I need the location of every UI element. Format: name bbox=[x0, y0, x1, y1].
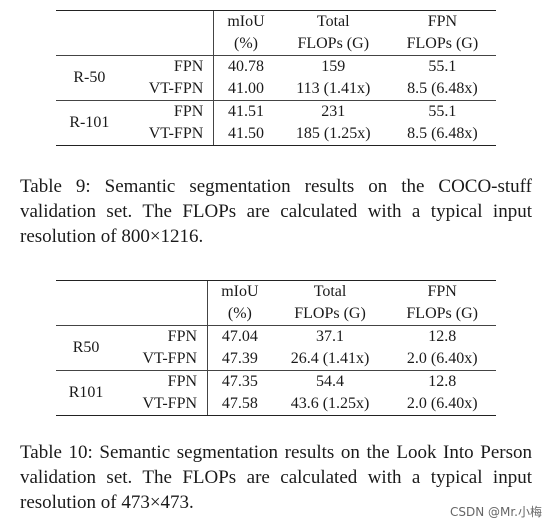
total-cell: 43.6 (1.25x) bbox=[271, 393, 389, 416]
total-cell: 231 bbox=[277, 100, 389, 123]
method-cell: VT-FPN bbox=[142, 350, 198, 367]
table-header-row: mIoU Total FPN bbox=[56, 280, 496, 303]
miou-cell: 47.35 bbox=[207, 370, 272, 393]
table-row: VT-FPN 41.50 185 (1.25x) 8.5 (6.48x) bbox=[56, 123, 496, 146]
miou-cell: 47.04 bbox=[207, 325, 272, 348]
fpn-cell: 2.0 (6.40x) bbox=[406, 350, 478, 367]
table-header-row: (%) FLOPs (G) FLOPs (G) bbox=[56, 303, 496, 326]
fpn-cell: 2.0 (6.40x) bbox=[388, 393, 496, 416]
table-row: R-50 FPN 40.78 159 55.1 bbox=[56, 55, 496, 101]
miou-cell: 41.50 bbox=[213, 123, 278, 146]
total-cell: 113 (1.41x) bbox=[296, 80, 371, 97]
model-cell: R101 bbox=[56, 370, 117, 416]
model-cell: R-50 bbox=[56, 55, 123, 101]
header-total: Total bbox=[271, 280, 389, 303]
table-10-caption: Table 10: Semantic segmentation results … bbox=[20, 442, 532, 513]
total-cell: 185 (1.25x) bbox=[277, 123, 389, 146]
miou-cell: 41.51 bbox=[213, 100, 278, 123]
fpn-cell: 8.5 (6.48x) bbox=[407, 80, 478, 97]
method-cell: FPN bbox=[116, 325, 208, 348]
header-fpn: FPN bbox=[388, 280, 496, 303]
total-cell: 37.1 bbox=[271, 325, 389, 348]
model-cell: R50 bbox=[56, 325, 117, 371]
header-fpn: FPN bbox=[388, 10, 496, 33]
fpn-cell: 8.5 (6.48x) bbox=[388, 123, 496, 146]
watermark: CSDN @Mr.小梅 bbox=[449, 505, 542, 519]
method-cell: VT-FPN bbox=[116, 393, 208, 416]
fpn-cell: 55.1 bbox=[388, 100, 496, 123]
table-header-row: mIoU Total FPN bbox=[56, 10, 496, 33]
miou-cell: 40.78 bbox=[213, 55, 278, 78]
header-miou: mIoU bbox=[213, 10, 278, 33]
fpn-cell: 55.1 bbox=[388, 55, 496, 78]
table-row: R101 FPN 47.35 54.4 12.8 bbox=[56, 370, 496, 416]
method-cell: VT-FPN bbox=[148, 80, 204, 97]
table-row: R50 FPN 47.04 37.1 12.8 bbox=[56, 325, 496, 371]
table-10: mIoU Total FPN (%) FLOPs (G) FLOPs (G) R… bbox=[56, 280, 496, 416]
header-miou-unit: (%) bbox=[207, 303, 272, 326]
header-fpn-unit: FLOPs (G) bbox=[406, 35, 479, 52]
table-row: R-101 FPN 41.51 231 55.1 bbox=[56, 100, 496, 146]
header-fpn-unit: FLOPs (G) bbox=[406, 305, 478, 322]
header-total-unit: FLOPs (G) bbox=[297, 35, 370, 52]
total-cell: 26.4 (1.41x) bbox=[290, 350, 370, 367]
table-9-caption: Table 9: Semantic segmentation results o… bbox=[20, 176, 532, 247]
table-header-row: (%) FLOPs (G) FLOPs (G) bbox=[56, 33, 496, 56]
header-total-unit: FLOPs (G) bbox=[294, 305, 366, 322]
miou-cell: 41.00 bbox=[213, 78, 278, 101]
method-cell: VT-FPN bbox=[122, 123, 214, 146]
method-cell: FPN bbox=[116, 370, 208, 393]
table-row: VT-FPN 47.39 26.4 (1.41x) 2.0 (6.40x) bbox=[56, 348, 496, 371]
miou-cell: 47.58 bbox=[207, 393, 272, 416]
model-cell: R-101 bbox=[56, 100, 123, 146]
header-total: Total bbox=[277, 10, 389, 33]
table-row: VT-FPN 47.58 43.6 (1.25x) 2.0 (6.40x) bbox=[56, 393, 496, 416]
header-miou-unit: (%) bbox=[213, 33, 278, 56]
header-miou: mIoU bbox=[207, 280, 272, 303]
table-9: mIoU Total FPN (%) FLOPs (G) FLOPs (G) R… bbox=[56, 10, 496, 146]
header-blank bbox=[56, 10, 123, 33]
header-blank bbox=[122, 10, 214, 33]
fpn-cell: 12.8 bbox=[388, 325, 496, 348]
total-cell: 159 bbox=[277, 55, 389, 78]
miou-cell: 47.39 bbox=[207, 348, 272, 371]
method-cell: FPN bbox=[122, 100, 214, 123]
table-row: VT-FPN 41.00 113 (1.41x) 8.5 (6.48x) bbox=[56, 78, 496, 101]
fpn-cell: 12.8 bbox=[388, 370, 496, 393]
total-cell: 54.4 bbox=[271, 370, 389, 393]
method-cell: FPN bbox=[122, 55, 214, 78]
